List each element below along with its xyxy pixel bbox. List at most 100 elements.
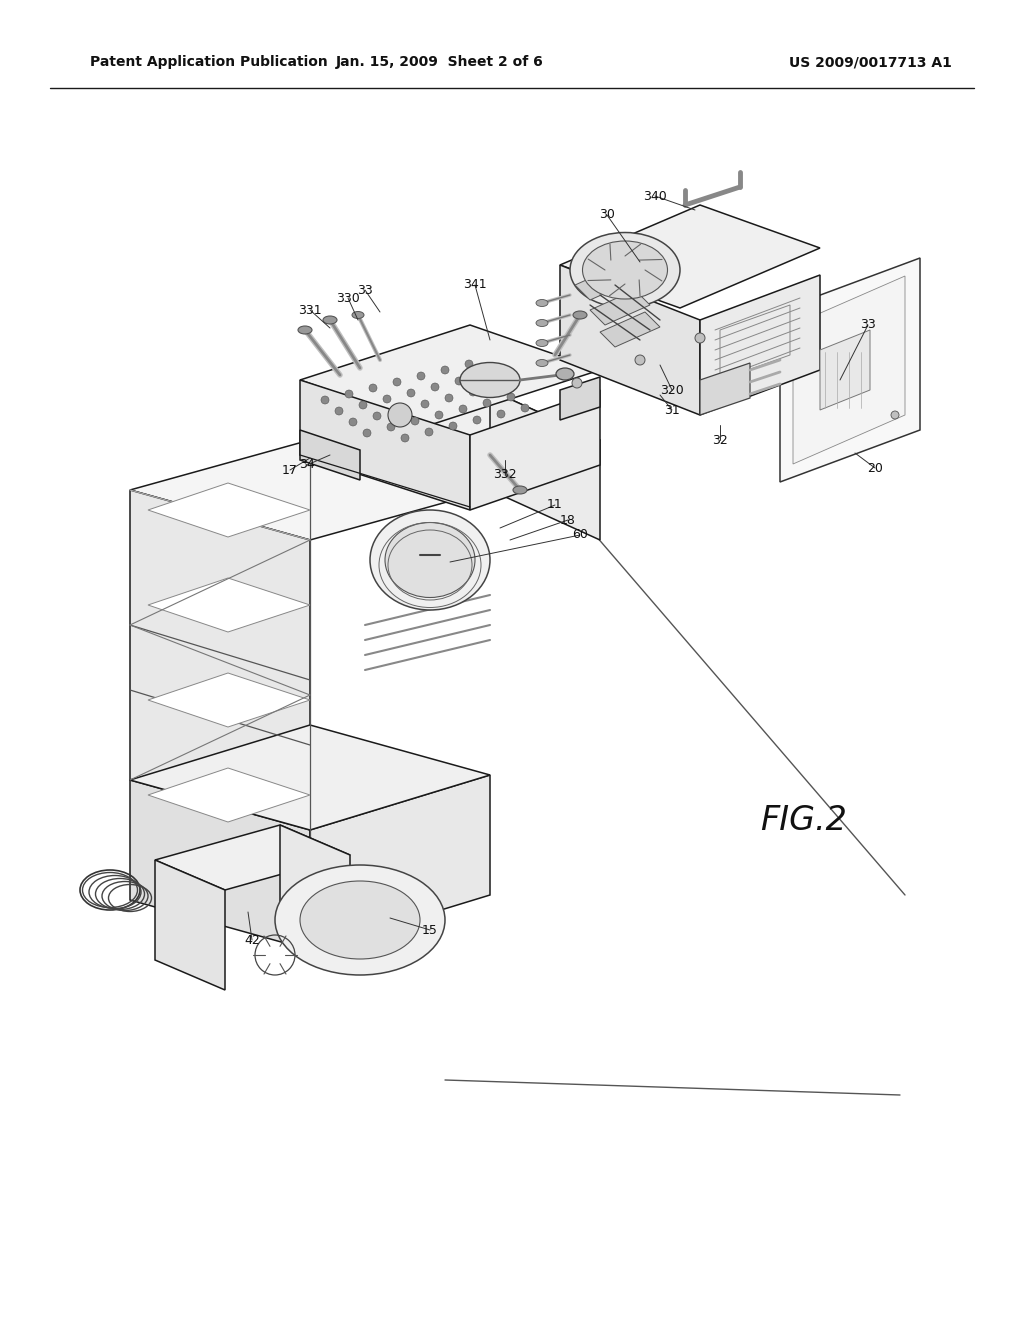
- Ellipse shape: [385, 523, 475, 598]
- Circle shape: [388, 403, 412, 426]
- Polygon shape: [300, 380, 470, 510]
- Circle shape: [441, 366, 449, 374]
- Circle shape: [459, 405, 467, 413]
- Text: 11: 11: [547, 499, 563, 511]
- Circle shape: [483, 399, 490, 407]
- Text: 15: 15: [422, 924, 438, 936]
- Circle shape: [373, 412, 381, 420]
- Text: 20: 20: [867, 462, 883, 474]
- Circle shape: [321, 396, 329, 404]
- Circle shape: [362, 429, 371, 437]
- Text: US 2009/0017713 A1: US 2009/0017713 A1: [788, 55, 951, 69]
- Ellipse shape: [536, 300, 548, 306]
- Ellipse shape: [513, 486, 527, 494]
- Ellipse shape: [536, 319, 548, 326]
- Circle shape: [421, 400, 429, 408]
- Circle shape: [695, 333, 705, 343]
- Text: Jan. 15, 2009  Sheet 2 of 6: Jan. 15, 2009 Sheet 2 of 6: [336, 55, 544, 69]
- Polygon shape: [155, 825, 350, 890]
- Circle shape: [383, 395, 391, 403]
- Circle shape: [479, 371, 487, 379]
- Text: 30: 30: [599, 209, 615, 222]
- Circle shape: [431, 383, 439, 391]
- Ellipse shape: [323, 315, 337, 323]
- Polygon shape: [300, 325, 600, 425]
- Text: Patent Application Publication: Patent Application Publication: [90, 55, 328, 69]
- Polygon shape: [590, 290, 650, 325]
- Circle shape: [411, 417, 419, 425]
- Circle shape: [401, 434, 409, 442]
- Polygon shape: [310, 775, 490, 950]
- Circle shape: [469, 388, 477, 396]
- Text: 332: 332: [494, 469, 517, 482]
- Circle shape: [635, 355, 645, 366]
- Polygon shape: [600, 312, 660, 347]
- Text: 320: 320: [660, 384, 684, 396]
- Circle shape: [521, 404, 529, 412]
- Text: 341: 341: [463, 279, 486, 292]
- Text: 340: 340: [643, 190, 667, 202]
- Text: 32: 32: [712, 433, 728, 446]
- Circle shape: [345, 389, 353, 399]
- Polygon shape: [575, 265, 635, 300]
- Ellipse shape: [352, 312, 364, 318]
- Polygon shape: [148, 578, 310, 632]
- Polygon shape: [700, 363, 750, 414]
- Circle shape: [449, 422, 457, 430]
- Text: 17: 17: [282, 463, 298, 477]
- Circle shape: [387, 422, 395, 432]
- Circle shape: [335, 407, 343, 414]
- Polygon shape: [310, 389, 600, 490]
- Polygon shape: [560, 378, 600, 420]
- Text: 331: 331: [298, 304, 322, 317]
- Circle shape: [473, 416, 481, 424]
- Circle shape: [417, 372, 425, 380]
- Ellipse shape: [370, 510, 490, 610]
- Polygon shape: [470, 389, 600, 510]
- Polygon shape: [130, 780, 310, 950]
- Circle shape: [369, 384, 377, 392]
- Ellipse shape: [298, 326, 312, 334]
- Circle shape: [407, 389, 415, 397]
- Polygon shape: [560, 265, 700, 414]
- Circle shape: [445, 393, 453, 403]
- Ellipse shape: [536, 339, 548, 346]
- Text: 18: 18: [560, 513, 575, 527]
- Polygon shape: [280, 825, 350, 954]
- Circle shape: [435, 411, 443, 418]
- Circle shape: [572, 378, 582, 388]
- Text: 330: 330: [336, 292, 359, 305]
- Circle shape: [425, 428, 433, 436]
- Text: 31: 31: [665, 404, 680, 417]
- Polygon shape: [148, 673, 310, 727]
- Polygon shape: [148, 483, 310, 537]
- Polygon shape: [780, 257, 920, 482]
- Ellipse shape: [556, 368, 574, 380]
- Polygon shape: [700, 275, 820, 414]
- Polygon shape: [820, 330, 870, 411]
- Polygon shape: [300, 430, 360, 480]
- Circle shape: [455, 378, 463, 385]
- Circle shape: [497, 411, 505, 418]
- Polygon shape: [130, 725, 490, 830]
- Ellipse shape: [536, 359, 548, 367]
- Circle shape: [393, 378, 401, 385]
- Circle shape: [493, 381, 501, 389]
- Ellipse shape: [460, 363, 520, 397]
- Circle shape: [891, 411, 899, 418]
- Polygon shape: [155, 861, 225, 990]
- Ellipse shape: [570, 232, 680, 308]
- Polygon shape: [793, 276, 905, 465]
- Ellipse shape: [300, 880, 420, 960]
- Text: 60: 60: [572, 528, 588, 541]
- Circle shape: [465, 360, 473, 368]
- Text: 33: 33: [860, 318, 876, 331]
- Text: 33: 33: [357, 284, 373, 297]
- Polygon shape: [148, 768, 310, 822]
- Ellipse shape: [275, 865, 445, 975]
- Text: 34: 34: [299, 458, 314, 471]
- Polygon shape: [130, 440, 490, 540]
- Circle shape: [507, 393, 515, 401]
- Polygon shape: [490, 389, 600, 540]
- Text: FIG.2: FIG.2: [760, 804, 847, 837]
